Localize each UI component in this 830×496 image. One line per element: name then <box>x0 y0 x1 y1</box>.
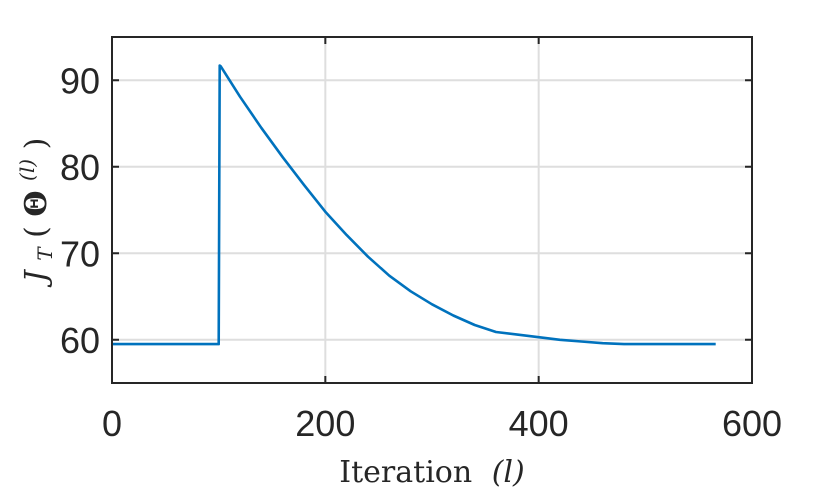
series-layer <box>112 64 716 346</box>
y-axis-label-sup: (l) <box>15 159 39 181</box>
y-axis-label-theta: Θ <box>19 190 54 216</box>
tick-marks <box>111 37 753 383</box>
y-axis-label-sub: T <box>33 246 57 261</box>
plot-frame <box>111 36 753 384</box>
y-tick-label: 90 <box>60 60 100 101</box>
y-tick-labels: 60 70 80 90 <box>60 60 100 361</box>
plot-background <box>112 37 752 383</box>
series-line <box>112 64 716 346</box>
y-axis-label-open: ( <box>19 226 54 238</box>
y-axis-label-main: J <box>19 268 54 288</box>
x-tick-label: 200 <box>295 403 355 444</box>
y-tick-label: 80 <box>60 147 100 188</box>
x-axis-label: Iteration (l) <box>339 455 524 490</box>
x-axis-label-var: (l) <box>492 455 525 490</box>
x-tick-label: 400 <box>509 403 569 444</box>
y-axis-label-close: ) <box>19 138 54 150</box>
y-axis-label: J T ( Θ (l) ) <box>7 138 60 289</box>
x-tick-label: 0 <box>102 403 122 444</box>
x-tick-labels: 0 200 400 600 <box>102 403 782 444</box>
x-axis-label-text: Iteration <box>339 455 472 490</box>
y-tick-label: 60 <box>60 320 100 361</box>
x-tick-label: 600 <box>722 403 782 444</box>
y-tick-label: 70 <box>60 233 100 274</box>
